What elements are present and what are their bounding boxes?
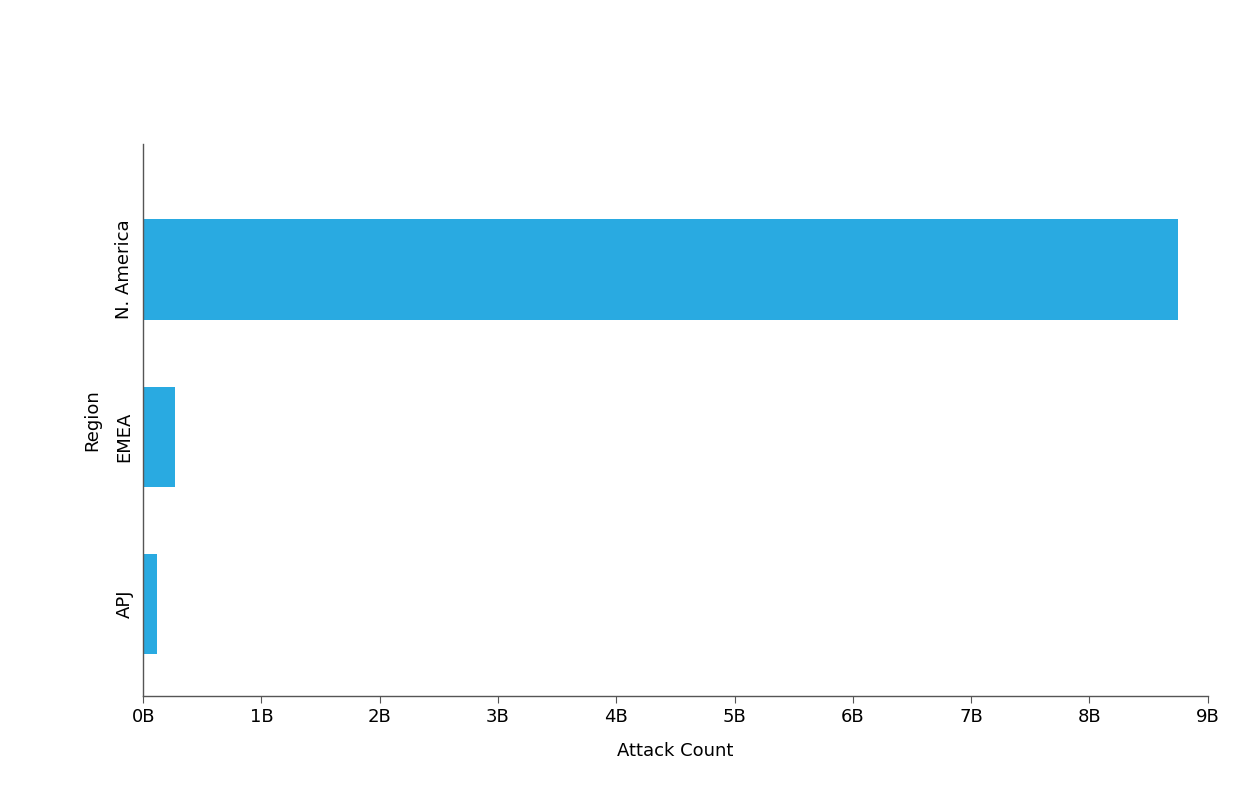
Text: Gaming: Web Attacks Per Region: Gaming: Web Attacks Per Region (27, 25, 649, 58)
X-axis label: Attack Count: Attack Count (618, 742, 733, 761)
Bar (143, 386, 174, 487)
Bar (143, 219, 1178, 320)
Y-axis label: Region: Region (83, 389, 102, 451)
Bar (143, 554, 157, 654)
Text: January 1, 2023 – June 30, 2024: January 1, 2023 – June 30, 2024 (27, 78, 360, 98)
Text: Akamai: Akamai (1089, 55, 1211, 83)
